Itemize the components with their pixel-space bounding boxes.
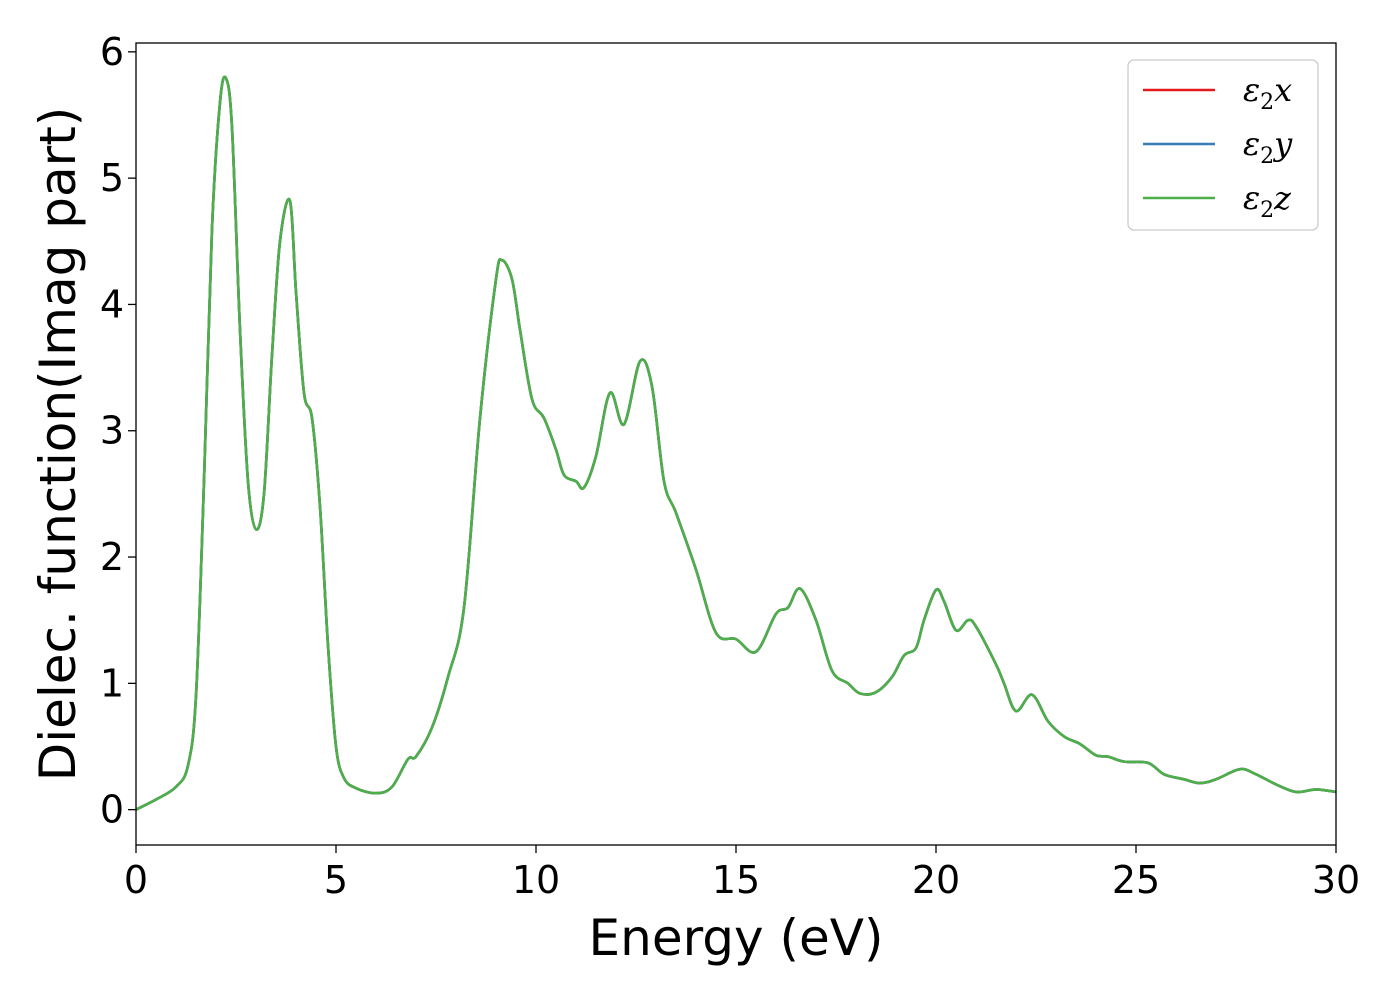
y-tick-label: 0	[100, 788, 124, 832]
x-tick-label: 10	[512, 858, 560, 902]
legend: ε2x ε2y ε2z	[1127, 59, 1319, 231]
y-tick-label: 6	[100, 30, 124, 74]
x-axis-title: Energy (eV)	[589, 909, 884, 967]
y-tick-label: 5	[100, 156, 124, 200]
plot-area	[136, 75, 1336, 811]
series-layer	[136, 75, 1336, 811]
legend-label-x: ε2x	[1243, 71, 1292, 115]
y-axis: 0 1 2 3 4 5 6	[100, 30, 136, 832]
x-tick-label: 30	[1312, 858, 1360, 902]
y-tick-label: 1	[100, 661, 124, 705]
x-tick-label: 20	[912, 858, 960, 902]
y-tick-label: 4	[100, 282, 124, 326]
x-tick-label: 0	[124, 858, 148, 902]
y-tick-label: 2	[100, 535, 124, 579]
x-axis: 0 5 10 15 20 25 30	[124, 845, 1360, 902]
legend-label-z: ε2z	[1243, 179, 1292, 223]
legend-box	[1127, 59, 1319, 231]
legend-label-y: ε2y	[1243, 125, 1293, 169]
x-tick-label: 25	[1112, 858, 1160, 902]
series-line-z	[136, 75, 1336, 811]
x-tick-label: 5	[324, 858, 348, 902]
x-tick-label: 15	[712, 858, 760, 902]
y-axis-title: Dielec. function(Imag part)	[29, 107, 87, 782]
y-tick-label: 3	[100, 409, 124, 453]
